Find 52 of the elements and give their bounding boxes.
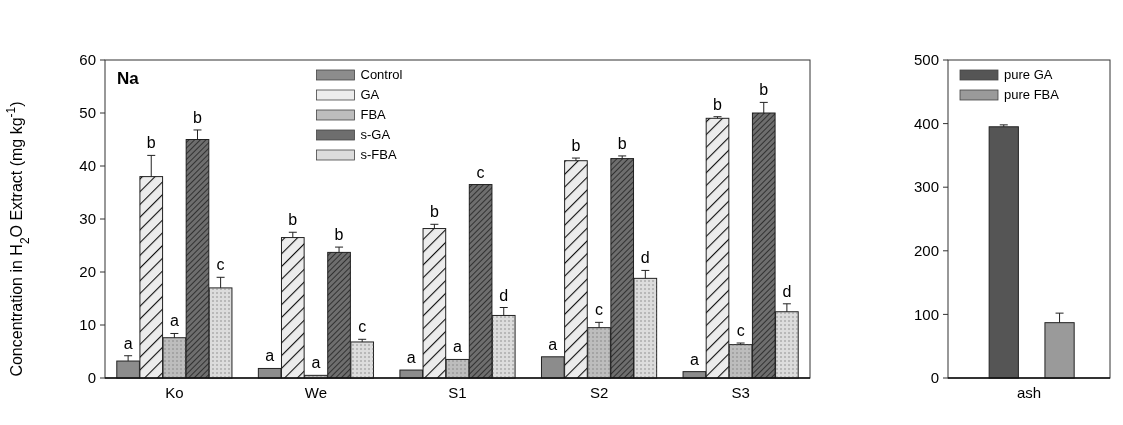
y-tick-label: 300	[913, 178, 939, 196]
y-tick-label: 400	[913, 114, 939, 132]
y-tick-label: 0	[87, 369, 96, 387]
data-label: d	[782, 282, 792, 300]
data-label: b	[617, 134, 627, 152]
text: Na	[117, 69, 140, 88]
data-label: d	[640, 249, 650, 267]
y-tick-label: 10	[79, 316, 96, 334]
legend-label: Control	[360, 67, 403, 82]
y-tick-label: 30	[79, 210, 96, 228]
legend-label: pure GA	[1004, 67, 1053, 82]
data-label: b	[759, 81, 769, 99]
data-label: a	[406, 349, 416, 367]
y-tick-label: 500	[913, 51, 939, 69]
y-tick-label: 200	[913, 242, 939, 260]
data-label: b	[571, 137, 581, 155]
data-label: b	[288, 211, 298, 229]
y-tick-label: 20	[79, 263, 96, 281]
x-tick-label: S2	[589, 384, 609, 401]
data-label: a	[311, 354, 321, 372]
data-label: b	[334, 226, 344, 244]
legend-label: GA	[360, 87, 380, 102]
data-label: c	[358, 318, 367, 336]
data-label: a	[548, 335, 558, 353]
data-label: b	[713, 95, 723, 113]
data-label: a	[689, 350, 699, 368]
x-tick-label: We	[304, 384, 328, 401]
data-label: b	[146, 134, 156, 152]
data-label: c	[216, 256, 225, 274]
x-tick-label: S3	[731, 384, 750, 401]
x-tick-label: ash	[1016, 384, 1042, 401]
data-label: d	[499, 286, 509, 304]
data-label: c	[736, 322, 745, 340]
data-label: b	[193, 108, 203, 126]
y-tick-label: 40	[79, 157, 96, 175]
data-label: c	[595, 301, 604, 319]
legend-label: s-FBA	[360, 147, 397, 162]
y-tick-label: 0	[930, 369, 939, 387]
data-label: a	[123, 334, 133, 352]
x-tick-label: Ko	[165, 384, 184, 401]
y-tick-label: 100	[913, 305, 939, 323]
y-tick-label: 50	[79, 104, 96, 122]
y-tick-label: 60	[79, 51, 96, 69]
data-label: a	[265, 347, 275, 365]
data-label: c	[476, 163, 485, 181]
legend-label: FBA	[360, 107, 387, 122]
data-label: a	[169, 312, 179, 330]
data-label: a	[453, 338, 463, 356]
x-tick-label: S1	[448, 384, 467, 401]
legend-label: s-GA	[360, 127, 391, 142]
data-label: b	[429, 203, 439, 221]
legend-label: pure FBA	[1004, 87, 1060, 102]
